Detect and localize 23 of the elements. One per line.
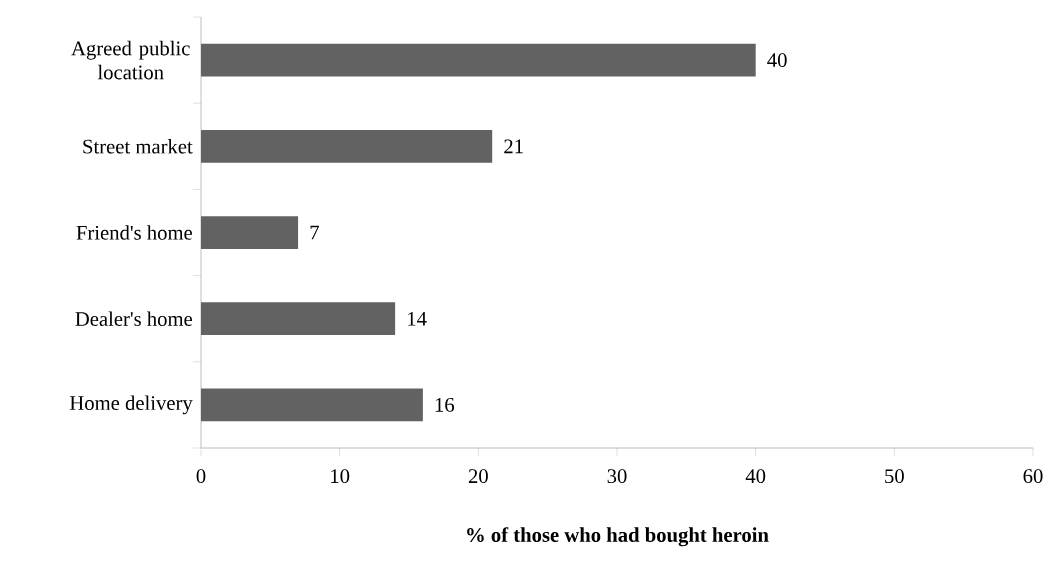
bar <box>201 43 756 77</box>
x-tick-label: 20 <box>468 469 488 484</box>
data-label: 7 <box>310 225 319 240</box>
data-label: 16 <box>435 397 455 412</box>
y-tick-label: Agreed public location <box>71 40 190 80</box>
x-axis-title: % of those who had bought heroin <box>467 527 769 547</box>
y-tick-label: Home delivery <box>69 395 193 415</box>
data-label: 21 <box>504 139 523 154</box>
data-label: 40 <box>767 53 787 68</box>
y-tick-label: Friend's home <box>76 225 193 240</box>
bar <box>201 302 396 336</box>
y-tick-label: Dealer's home <box>75 311 193 326</box>
x-tick-label: 60 <box>1023 469 1043 484</box>
x-tick-label: 40 <box>745 469 766 484</box>
x-tick-label: 10 <box>331 469 350 484</box>
x-tick-label: 30 <box>607 469 627 484</box>
y-tick-label: Street market <box>83 139 193 154</box>
data-label: 14 <box>408 311 427 326</box>
x-tick-label: 0 <box>196 469 206 484</box>
x-tick-label: 50 <box>885 469 904 484</box>
bar <box>201 388 423 422</box>
bar <box>201 216 299 249</box>
bar <box>201 129 493 163</box>
